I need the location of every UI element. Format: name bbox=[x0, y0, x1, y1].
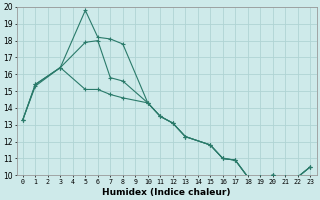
X-axis label: Humidex (Indice chaleur): Humidex (Indice chaleur) bbox=[102, 188, 231, 197]
